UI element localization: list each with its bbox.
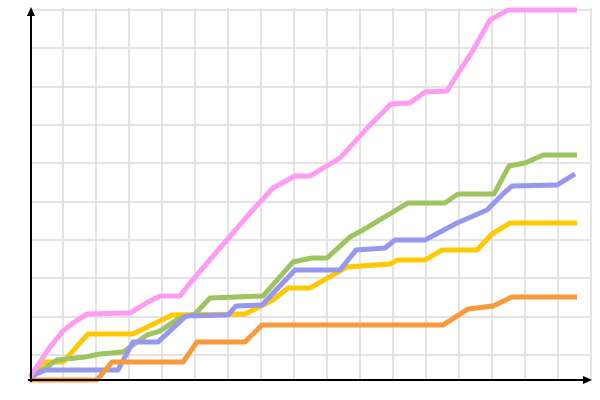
x-axis-arrow-icon <box>583 376 592 384</box>
y-axis-arrow-icon <box>27 7 35 16</box>
series-green-line <box>28 152 577 381</box>
series-blue-line <box>28 171 577 380</box>
series-orange-line <box>30 294 577 383</box>
series-gold-line <box>28 220 577 380</box>
series-pink-line <box>27 7 577 379</box>
